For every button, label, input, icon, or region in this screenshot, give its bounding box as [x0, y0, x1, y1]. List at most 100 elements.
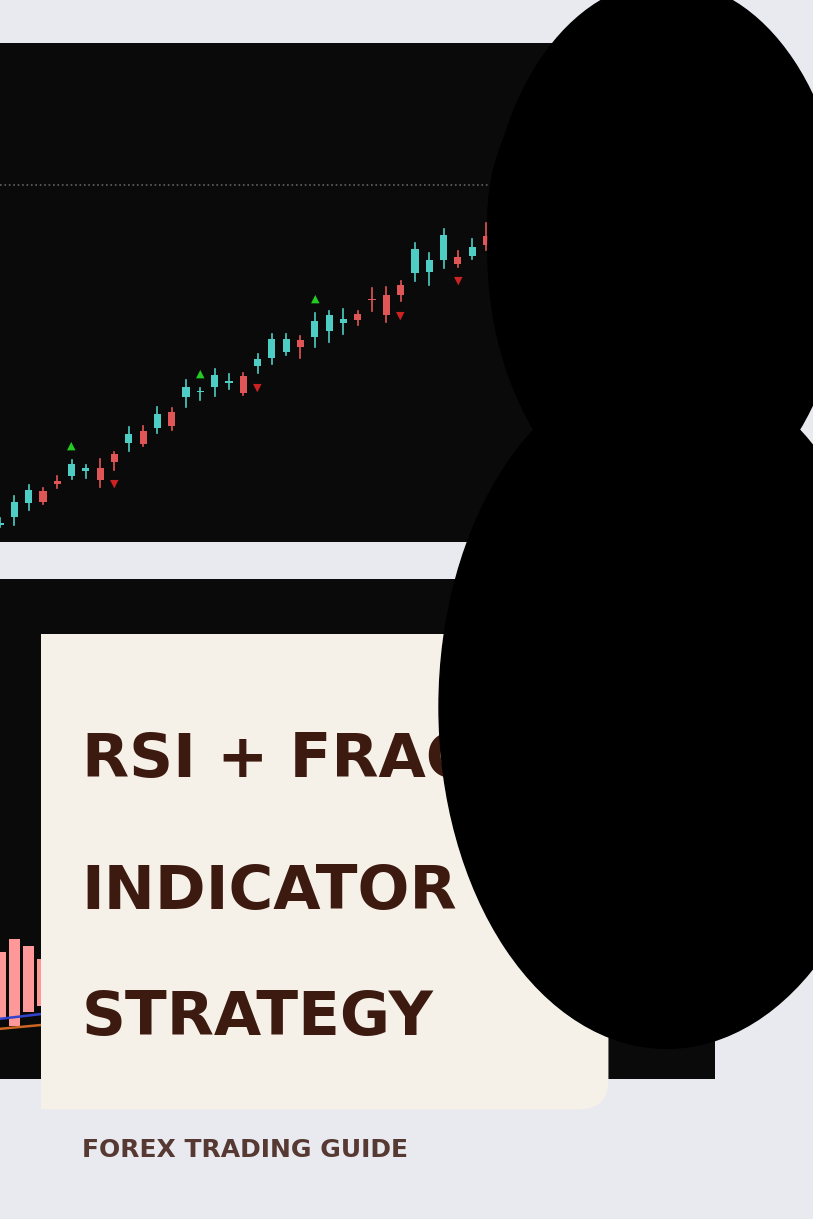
Bar: [510, 845, 521, 979]
Bar: [237, 796, 249, 979]
FancyBboxPatch shape: [240, 377, 247, 393]
Bar: [266, 826, 277, 979]
Bar: [610, 789, 621, 979]
Bar: [638, 841, 650, 979]
FancyBboxPatch shape: [641, 102, 647, 132]
Bar: [23, 979, 34, 1012]
FancyBboxPatch shape: [498, 216, 504, 232]
Bar: [624, 814, 635, 979]
Bar: [567, 779, 578, 979]
FancyBboxPatch shape: [483, 236, 490, 245]
Text: ▼: ▼: [254, 383, 262, 393]
FancyBboxPatch shape: [454, 256, 462, 263]
FancyBboxPatch shape: [511, 199, 519, 210]
FancyBboxPatch shape: [297, 340, 304, 346]
Bar: [152, 872, 163, 979]
Bar: [280, 842, 292, 979]
FancyBboxPatch shape: [68, 464, 75, 475]
Bar: [538, 812, 550, 979]
Bar: [137, 886, 149, 979]
Text: RSI + FRACTAL: RSI + FRACTAL: [81, 731, 593, 790]
FancyBboxPatch shape: [11, 502, 18, 517]
Text: ▼: ▼: [397, 311, 405, 321]
Bar: [23, 946, 34, 979]
Bar: [295, 858, 307, 979]
FancyBboxPatch shape: [283, 339, 289, 351]
Bar: [66, 962, 77, 979]
Bar: [80, 947, 92, 979]
Text: ▲: ▲: [67, 441, 76, 451]
Bar: [380, 941, 392, 979]
FancyBboxPatch shape: [97, 468, 104, 480]
Bar: [0, 952, 6, 979]
Bar: [37, 979, 49, 1006]
FancyBboxPatch shape: [0, 523, 3, 524]
FancyBboxPatch shape: [468, 247, 476, 256]
Bar: [166, 856, 177, 979]
FancyBboxPatch shape: [254, 358, 261, 367]
Text: INDICATOR: INDICATOR: [81, 863, 457, 922]
Bar: [37, 959, 49, 979]
FancyBboxPatch shape: [426, 260, 433, 272]
Bar: [595, 762, 606, 979]
Bar: [51, 965, 63, 979]
FancyBboxPatch shape: [268, 339, 276, 358]
FancyBboxPatch shape: [340, 319, 347, 323]
Bar: [695, 946, 706, 979]
Bar: [194, 826, 206, 979]
FancyBboxPatch shape: [383, 295, 390, 316]
FancyBboxPatch shape: [182, 388, 189, 397]
Bar: [424, 942, 435, 979]
Bar: [9, 939, 20, 979]
Bar: [495, 861, 506, 979]
FancyBboxPatch shape: [39, 491, 46, 502]
Bar: [653, 867, 664, 979]
Bar: [324, 890, 335, 979]
FancyBboxPatch shape: [598, 156, 605, 168]
Bar: [667, 894, 678, 979]
Text: ▲: ▲: [196, 369, 205, 379]
FancyBboxPatch shape: [25, 490, 33, 503]
Bar: [395, 952, 406, 979]
Bar: [552, 795, 563, 979]
Bar: [0, 979, 6, 1019]
Text: ▼: ▼: [111, 479, 119, 489]
Bar: [352, 919, 363, 979]
Bar: [51, 979, 63, 998]
FancyBboxPatch shape: [654, 104, 662, 117]
FancyBboxPatch shape: [583, 154, 590, 166]
Bar: [309, 874, 320, 979]
Text: STRATEGY: STRATEGY: [81, 989, 433, 1048]
Bar: [94, 931, 106, 979]
Bar: [9, 979, 20, 1025]
FancyBboxPatch shape: [526, 193, 533, 204]
FancyBboxPatch shape: [168, 412, 176, 425]
Bar: [480, 876, 492, 979]
FancyBboxPatch shape: [325, 315, 333, 330]
Bar: [452, 909, 463, 979]
FancyBboxPatch shape: [82, 468, 89, 471]
FancyBboxPatch shape: [569, 168, 576, 182]
Bar: [224, 796, 235, 979]
FancyBboxPatch shape: [211, 375, 218, 388]
FancyBboxPatch shape: [225, 380, 233, 383]
Bar: [681, 919, 693, 979]
Bar: [524, 828, 535, 979]
Text: ▼: ▼: [611, 180, 620, 190]
Text: ▼: ▼: [554, 212, 563, 222]
Bar: [180, 841, 192, 979]
FancyBboxPatch shape: [440, 234, 447, 260]
Text: ▲: ▲: [511, 169, 520, 179]
Bar: [581, 762, 593, 979]
FancyBboxPatch shape: [411, 250, 419, 273]
Bar: [123, 902, 134, 979]
Bar: [438, 926, 450, 979]
Bar: [109, 917, 120, 979]
FancyBboxPatch shape: [554, 177, 562, 196]
Text: ▼: ▼: [454, 275, 462, 286]
FancyBboxPatch shape: [154, 413, 161, 428]
FancyBboxPatch shape: [397, 285, 404, 295]
Bar: [409, 959, 420, 979]
FancyBboxPatch shape: [54, 480, 61, 484]
Bar: [337, 906, 349, 979]
